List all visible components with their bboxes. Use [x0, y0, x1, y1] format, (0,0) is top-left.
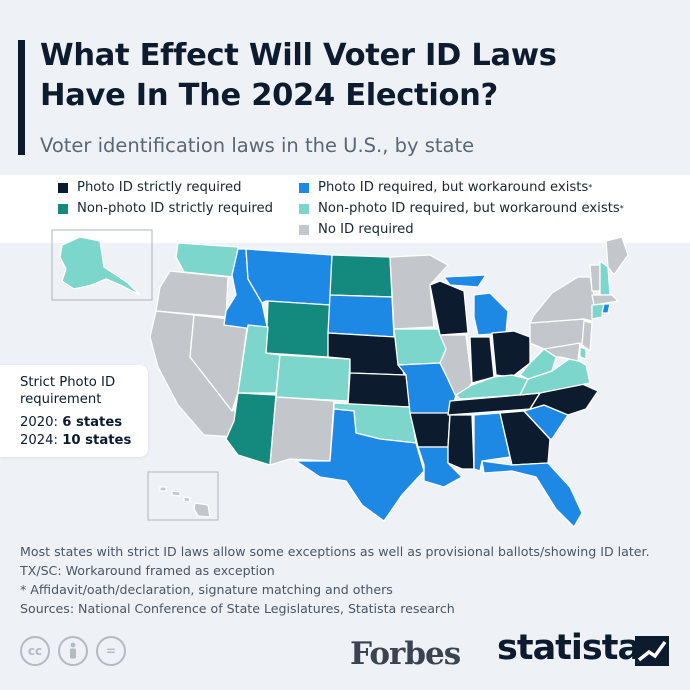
legend-item-strict-nonphoto: Non-photo ID strictly required	[58, 201, 273, 216]
state-az	[225, 392, 277, 466]
legend-footnote-marker: *	[619, 204, 624, 213]
state-ga	[499, 410, 551, 466]
attribution-icon	[58, 636, 88, 666]
callout-heading: Strict Photo ID requirement	[20, 375, 116, 407]
legend-footnote-marker: *	[588, 183, 593, 192]
legend-label: Non-photo ID required, but workaround ex…	[318, 201, 620, 216]
state-nj	[581, 320, 593, 352]
legend-item-no-id: No ID required	[299, 222, 414, 237]
state-ri	[601, 303, 611, 314]
sources-note: Sources: National Conference of State Le…	[20, 601, 455, 616]
us-map	[0, 225, 690, 535]
state-ks	[347, 372, 411, 408]
legend-label: No ID required	[318, 222, 414, 237]
state-il	[439, 334, 473, 402]
callout-2024-label: 2024:	[20, 433, 59, 448]
legend-item-nonphoto-workaround: Non-photo ID required, but workaround ex…	[299, 201, 624, 216]
state-vt	[589, 264, 601, 292]
state-wa	[175, 242, 239, 278]
state-nd	[329, 254, 393, 298]
cc-icon: cc	[20, 636, 50, 666]
legend-label: Photo ID strictly required	[77, 180, 242, 195]
state-in	[469, 336, 495, 384]
legend-label: Photo ID required, but workaround exists	[318, 180, 589, 195]
legend-swatch	[299, 182, 309, 193]
state-co	[275, 354, 351, 402]
state-ma	[591, 294, 619, 306]
license-icons: cc =	[20, 636, 126, 666]
state-nm	[269, 396, 335, 466]
state-wy	[265, 300, 331, 358]
legend-swatch	[299, 224, 309, 235]
alaska-inset-frame	[51, 229, 153, 301]
header-band	[0, 0, 690, 175]
state-ak	[59, 236, 141, 296]
state-ky	[455, 374, 529, 400]
legend-swatch	[299, 203, 309, 214]
legend-band	[0, 175, 690, 243]
state-sd	[327, 294, 395, 338]
state-mt	[245, 248, 333, 306]
page-title: What Effect Will Voter ID Laws Have In Th…	[40, 36, 680, 116]
footnote-2: TX/SC: Workaround framed as exception	[20, 563, 275, 578]
state-tx	[295, 408, 425, 522]
state-ct	[591, 303, 605, 320]
legend-item-strict-photo: Photo ID strictly required	[58, 180, 242, 195]
state-ms	[447, 414, 475, 470]
state-or	[155, 270, 229, 318]
statista-mark-icon	[635, 636, 669, 666]
footnote-1: Most states with strict ID laws allow so…	[20, 544, 650, 559]
page-subtitle: Voter identification laws in the U.S., b…	[40, 134, 475, 157]
strict-photo-id-callout: Strict Photo ID requirement 2020: 6 stat…	[0, 365, 148, 457]
hawaii-inset-frame	[147, 471, 219, 521]
state-wi	[429, 280, 469, 336]
footnotes: Most states with strict ID laws allow so…	[20, 542, 680, 618]
title-line-2: Have In The 2024 Election?	[40, 78, 498, 113]
state-de	[579, 346, 587, 360]
forbes-logo: Forbes	[350, 636, 461, 672]
legend-swatch	[58, 182, 68, 193]
state-fl	[481, 460, 583, 528]
state-ia	[393, 328, 447, 366]
callout-2024-value: 10 states	[62, 433, 132, 448]
us-map-svg	[51, 229, 629, 528]
title-accent-bar	[18, 40, 25, 155]
state-ny	[529, 276, 597, 324]
callout-2024: 2024: 10 states	[20, 433, 131, 448]
state-me	[605, 236, 629, 276]
legend-label: Non-photo ID strictly required	[77, 201, 273, 216]
state-hi	[159, 486, 211, 518]
title-line-1: What Effect Will Voter ID Laws	[40, 38, 557, 73]
legend-swatch	[58, 203, 68, 214]
statista-logo: statista	[497, 628, 641, 668]
callout-2020: 2020: 6 states	[20, 415, 122, 430]
no-derivatives-icon: =	[96, 636, 126, 666]
callout-2020-value: 6 states	[62, 415, 123, 430]
footnote-3: * Affidavit/oath/declaration, signature …	[20, 582, 393, 597]
callout-2020-label: 2020:	[20, 415, 59, 430]
state-md	[543, 342, 581, 362]
legend-item-photo-workaround: Photo ID required, but workaround exists…	[299, 180, 592, 195]
